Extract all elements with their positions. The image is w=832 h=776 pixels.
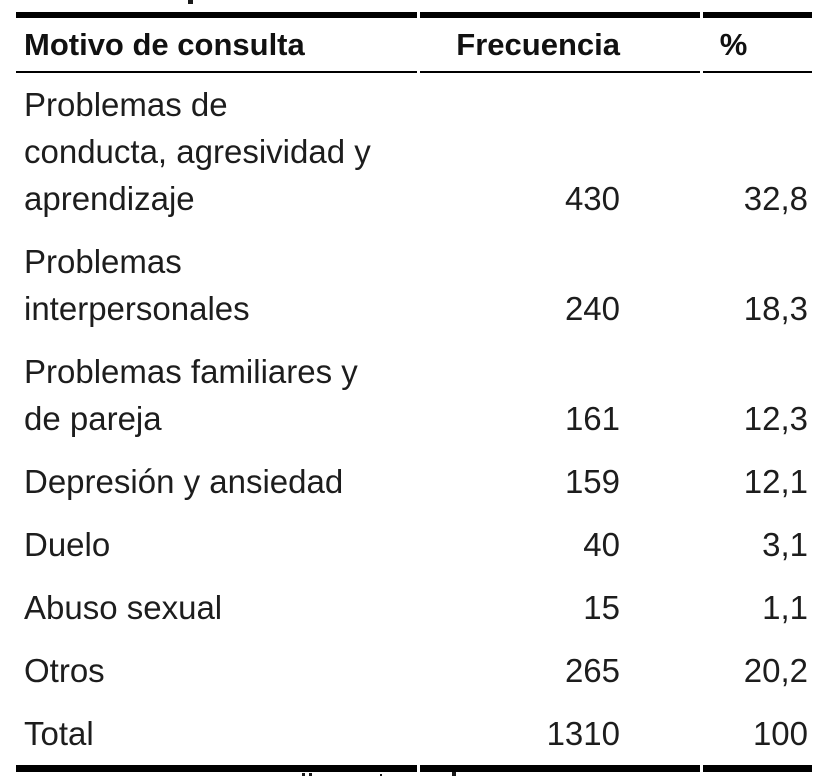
cropped-caption-remnant-bottom (380, 774, 382, 776)
row-motivo: Problemas familiares y de pareja (24, 353, 358, 437)
table-row: Problemas interpersonales 240 18,3 (16, 230, 812, 340)
total-label: Total (16, 702, 417, 772)
table-row: Depresión y ansiedad 159 12,1 (16, 450, 812, 513)
total-percent: 100 (703, 702, 812, 772)
consultation-frequency-table: Motivo de consulta Frecuencia % Problema… (13, 12, 815, 772)
row-percent: 12,3 (743, 400, 808, 437)
table-row: Problemas familiares y de pareja 161 12,… (16, 340, 812, 450)
row-motivo: Duelo (24, 526, 111, 563)
cropped-caption-remnant-top (188, 0, 193, 4)
table-row: Abuso sexual 15 1,1 (16, 576, 812, 639)
row-frecuencia: 161 (564, 400, 620, 437)
table-header-row: Motivo de consulta Frecuencia % (16, 12, 812, 73)
cropped-caption-remnant-bottom (302, 773, 305, 776)
row-percent: 32,8 (743, 180, 808, 217)
row-motivo: Abuso sexual (24, 589, 223, 626)
column-header-frecuencia: Frecuencia (420, 12, 700, 73)
row-motivo: Problemas interpersonales (24, 243, 250, 327)
row-motivo: Depresión y ansiedad (24, 463, 344, 500)
total-frecuencia: 1310 (420, 702, 700, 772)
table-row: Otros 265 20,2 (16, 639, 812, 702)
row-motivo: Otros (24, 652, 105, 689)
row-frecuencia: 430 (564, 180, 620, 217)
row-percent: 18,3 (743, 290, 808, 327)
table-row: Duelo 40 3,1 (16, 513, 812, 576)
row-frecuencia: 265 (564, 652, 620, 689)
row-motivo: Problemas de conducta, agresividad y apr… (24, 86, 371, 217)
cropped-caption-remnant-bottom (452, 772, 456, 776)
row-frecuencia: 159 (564, 463, 620, 500)
row-frecuencia: 40 (583, 526, 620, 563)
cropped-caption-remnant-bottom (309, 773, 312, 776)
column-header-motivo: Motivo de consulta (16, 12, 417, 73)
table-row: Problemas de conducta, agresividad y apr… (16, 73, 812, 230)
row-percent: 1,1 (762, 589, 808, 626)
row-percent: 20,2 (743, 652, 808, 689)
column-header-percent: % (703, 12, 812, 73)
row-frecuencia: 15 (583, 589, 620, 626)
row-frecuencia: 240 (564, 290, 620, 327)
table-total-row: Total 1310 100 (16, 702, 812, 772)
row-percent: 3,1 (762, 526, 808, 563)
row-percent: 12,1 (743, 463, 808, 500)
